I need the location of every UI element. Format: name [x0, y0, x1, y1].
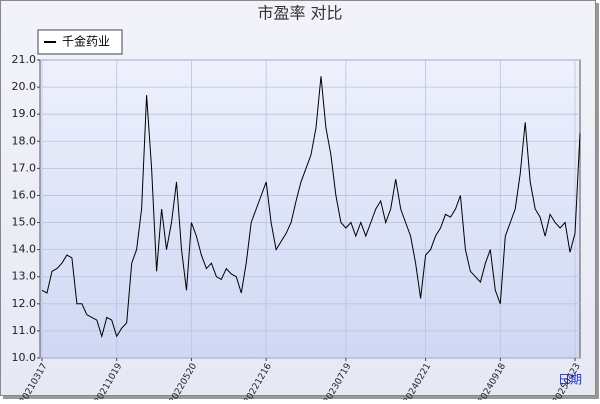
y-tick-label: 17.0 — [12, 161, 37, 174]
y-tick-label: 16.0 — [12, 188, 37, 201]
y-tick-label: 13.0 — [12, 270, 37, 283]
chart-title: 市盈率 对比 — [257, 4, 342, 23]
y-tick-label: 21.0 — [12, 53, 37, 66]
y-tick-label: 15.0 — [12, 216, 37, 229]
y-tick-label: 11.0 — [12, 324, 37, 337]
legend: 千金药业 — [37, 29, 123, 55]
line — [41, 76, 581, 339]
y-tick-label: 10.0 — [12, 351, 37, 364]
y-tick-label: 19.0 — [12, 107, 37, 120]
y-tick-label: 12.0 — [12, 297, 37, 310]
legend-label: 千金药业 — [62, 34, 110, 49]
y-tick-label: 18.0 — [12, 134, 37, 147]
y-tick-label: 20.0 — [12, 80, 37, 93]
x-axis-label: 日期 — [558, 373, 582, 387]
plot-area — [39, 59, 581, 359]
frame-shadow — [3, 396, 598, 399]
y-tick-label: 14.0 — [12, 243, 37, 256]
frame-shadow — [596, 3, 599, 399]
